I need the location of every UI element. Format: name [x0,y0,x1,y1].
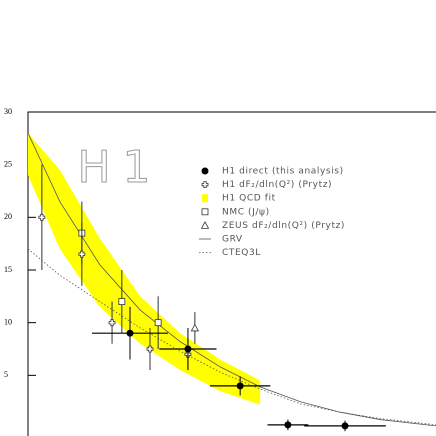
legend-label: H1 direct (this analysis) [222,167,344,177]
legend-label: H1 QCD fit [222,194,276,204]
point [341,422,349,430]
line [27,248,436,426]
band [28,133,261,405]
point [201,181,209,188]
y-tick-label: 10 [4,317,12,326]
point [154,319,162,327]
point [201,208,209,216]
legend: H1 direct (this analysis) H1 dF₂/dln(Q²) … [199,167,345,258]
point [184,345,192,353]
point [284,421,292,429]
y-tick-label: 15 [4,265,12,274]
plot: 5 10 15 20 25 30 [4,107,436,432]
chart-title: H1 [77,142,162,193]
y-tick-label: 25 [4,159,12,168]
legend-label: ZEUS dF₂/dln(Q²) (Prytz) [222,221,345,231]
y-tick-label: 30 [4,107,12,116]
legend-label: CTEQ3L [222,248,261,258]
legend-label: GRV [222,235,243,245]
point [38,213,46,221]
point [190,323,200,332]
y-tick-label: 5 [4,370,8,379]
line [27,132,436,427]
point [118,298,126,306]
point [236,382,244,390]
point [78,250,86,258]
legend-swatch [202,194,208,203]
legend-label: NMC (J/ψ) [222,207,270,217]
point [126,329,134,337]
plot-frame [27,111,436,436]
point [146,345,154,353]
point [108,319,116,327]
y-tick-label: 20 [4,212,12,221]
legend-label: H1 dF₂/dln(Q²) (Prytz) [222,180,332,190]
point [200,221,210,229]
point [201,167,209,175]
